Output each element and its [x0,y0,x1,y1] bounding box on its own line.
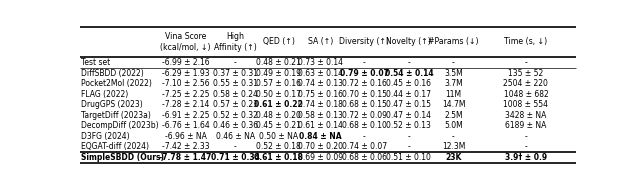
Text: -6.99 ± 2.16: -6.99 ± 2.16 [162,58,209,67]
Text: 0.37 ± 0.31: 0.37 ± 0.31 [212,68,258,78]
Text: 0.45 ± 0.16: 0.45 ± 0.16 [387,79,431,88]
Text: -7.42 ± 2.33: -7.42 ± 2.33 [162,142,209,151]
Text: QED (↑): QED (↑) [262,37,294,46]
Text: 0.45 ± 0.21: 0.45 ± 0.21 [256,121,301,130]
Text: 3428 ± NA: 3428 ± NA [505,111,547,120]
Text: 0.72 ± 0.16: 0.72 ± 0.16 [342,79,387,88]
Text: -7.28 ± 2.14: -7.28 ± 2.14 [162,100,209,109]
Text: SA (↑): SA (↑) [308,37,333,46]
Text: 0.74 ± 0.07: 0.74 ± 0.07 [342,142,387,151]
Text: 5.0M: 5.0M [444,121,463,130]
Text: 0.68 ± 0.06: 0.68 ± 0.06 [342,153,387,162]
Text: Test set: Test set [81,58,111,67]
Text: 0.73 ± 0.14: 0.73 ± 0.14 [298,58,343,67]
Text: -: - [452,132,455,141]
Text: -: - [452,58,455,67]
Text: 0.58 ± 0.24: 0.58 ± 0.24 [213,90,258,99]
Text: 0.61 ± 0.22: 0.61 ± 0.22 [254,100,303,109]
Text: 0.50 ± NA: 0.50 ± NA [259,132,298,141]
Text: 0.47 ± 0.14: 0.47 ± 0.14 [387,111,431,120]
Text: 0.79 ± 0.07: 0.79 ± 0.07 [340,68,388,78]
Text: 1048 ± 682: 1048 ± 682 [504,90,548,99]
Text: 0.69 ± 0.09: 0.69 ± 0.09 [298,153,344,162]
Text: -: - [234,142,237,151]
Text: Pocket2Mol (2022): Pocket2Mol (2022) [81,79,152,88]
Text: 0.52 ± 0.18: 0.52 ± 0.18 [256,142,301,151]
Text: 0.57 ± 0.16: 0.57 ± 0.16 [256,79,301,88]
Text: DrugGPS (2023): DrugGPS (2023) [81,100,143,109]
Text: 0.63 ± 0.14: 0.63 ± 0.14 [298,68,343,78]
Text: -6.96 ± NA: -6.96 ± NA [164,132,207,141]
Text: 0.70 ± 0.20: 0.70 ± 0.20 [298,142,343,151]
Text: -6.76 ± 1.64: -6.76 ± 1.64 [162,121,209,130]
Text: 0.75 ± 0.16: 0.75 ± 0.16 [298,90,343,99]
Text: D3FG (2024): D3FG (2024) [81,132,130,141]
Text: -6.29 ± 1.93: -6.29 ± 1.93 [162,68,209,78]
Text: -: - [408,58,410,67]
Text: 3.5M: 3.5M [444,68,463,78]
Text: High
Affinity (↑): High Affinity (↑) [214,32,257,52]
Text: 0.49 ± 0.19: 0.49 ± 0.19 [256,68,301,78]
Text: DecompDiff (2023b): DecompDiff (2023b) [81,121,159,130]
Text: 0.46 ± 0.36: 0.46 ± 0.36 [212,121,258,130]
Text: Diversity (↑): Diversity (↑) [339,37,389,46]
Text: 0.48 ± 0.20: 0.48 ± 0.20 [256,111,301,120]
Text: 0.57 ± 0.23: 0.57 ± 0.23 [212,100,258,109]
Text: -: - [525,142,527,151]
Text: 0.52 ± 0.32: 0.52 ± 0.32 [213,111,258,120]
Text: -7.10 ± 2.56: -7.10 ± 2.56 [162,79,209,88]
Text: Time (s, ↓): Time (s, ↓) [504,37,547,46]
Text: 0.55 ± 0.31: 0.55 ± 0.31 [212,79,258,88]
Text: -: - [363,132,365,141]
Text: Novelty (↑): Novelty (↑) [387,37,431,46]
Text: 3.9† ± 0.9: 3.9† ± 0.9 [505,153,547,162]
Text: 0.61 ± 0.14: 0.61 ± 0.14 [298,121,343,130]
Text: 0.84 ± NA: 0.84 ± NA [300,132,342,141]
Text: TargetDiff (2023a): TargetDiff (2023a) [81,111,152,120]
Text: 0.52 ± 0.13: 0.52 ± 0.13 [387,121,431,130]
Text: -7.78 ± 1.47: -7.78 ± 1.47 [159,153,212,162]
Text: 0.54 ± 0.14: 0.54 ± 0.14 [385,68,433,78]
Text: 0.68 ± 0.10: 0.68 ± 0.10 [342,121,387,130]
Text: 0.44 ± 0.17: 0.44 ± 0.17 [387,90,431,99]
Text: 0.51 ± 0.10: 0.51 ± 0.10 [387,153,431,162]
Text: DiffSBDD (2022): DiffSBDD (2022) [81,68,144,78]
Text: 2.5M: 2.5M [444,111,463,120]
Text: -6.91 ± 2.25: -6.91 ± 2.25 [162,111,209,120]
Text: 0.46 ± NA: 0.46 ± NA [216,132,255,141]
Text: -: - [408,132,410,141]
Text: -: - [525,58,527,67]
Text: 0.58 ± 0.13: 0.58 ± 0.13 [298,111,343,120]
Text: 3.7M: 3.7M [444,79,463,88]
Text: 0.68 ± 0.15: 0.68 ± 0.15 [342,100,387,109]
Text: 1008 ± 554: 1008 ± 554 [504,100,548,109]
Text: EQGAT-diff (2024): EQGAT-diff (2024) [81,142,150,151]
Text: 135 ± 52: 135 ± 52 [508,68,543,78]
Text: 0.71 ± 0.34: 0.71 ± 0.34 [211,153,260,162]
Text: 0.47 ± 0.15: 0.47 ± 0.15 [387,100,431,109]
Text: SimpleSBDD (Ours): SimpleSBDD (Ours) [81,153,164,162]
Text: -7.25 ± 2.25: -7.25 ± 2.25 [162,90,209,99]
Text: 0.48 ± 0.21: 0.48 ± 0.21 [256,58,301,67]
Text: 12.3M: 12.3M [442,142,465,151]
Text: -: - [234,58,237,67]
Text: 6189 ± NA: 6189 ± NA [505,121,547,130]
Text: 0.61 ± 0.18: 0.61 ± 0.18 [254,153,303,162]
Text: 23K: 23K [445,153,461,162]
Text: Vina Score
(kcal/mol, ↓): Vina Score (kcal/mol, ↓) [161,32,211,52]
Text: 0.74 ± 0.18: 0.74 ± 0.18 [298,100,343,109]
Text: 0.50 ± 0.17: 0.50 ± 0.17 [256,90,301,99]
Text: -: - [525,132,527,141]
Text: 0.72 ± 0.09: 0.72 ± 0.09 [342,111,387,120]
Text: 0.70 ± 0.15: 0.70 ± 0.15 [342,90,387,99]
Text: -: - [408,142,410,151]
Text: 2504 ± 220: 2504 ± 220 [504,79,548,88]
Text: FLAG (2022): FLAG (2022) [81,90,129,99]
Text: #Params (↓): #Params (↓) [428,37,479,46]
Text: 14.7M: 14.7M [442,100,465,109]
Text: 0.74 ± 0.13: 0.74 ± 0.13 [298,79,343,88]
Text: -: - [363,58,365,67]
Text: 11M: 11M [445,90,461,99]
